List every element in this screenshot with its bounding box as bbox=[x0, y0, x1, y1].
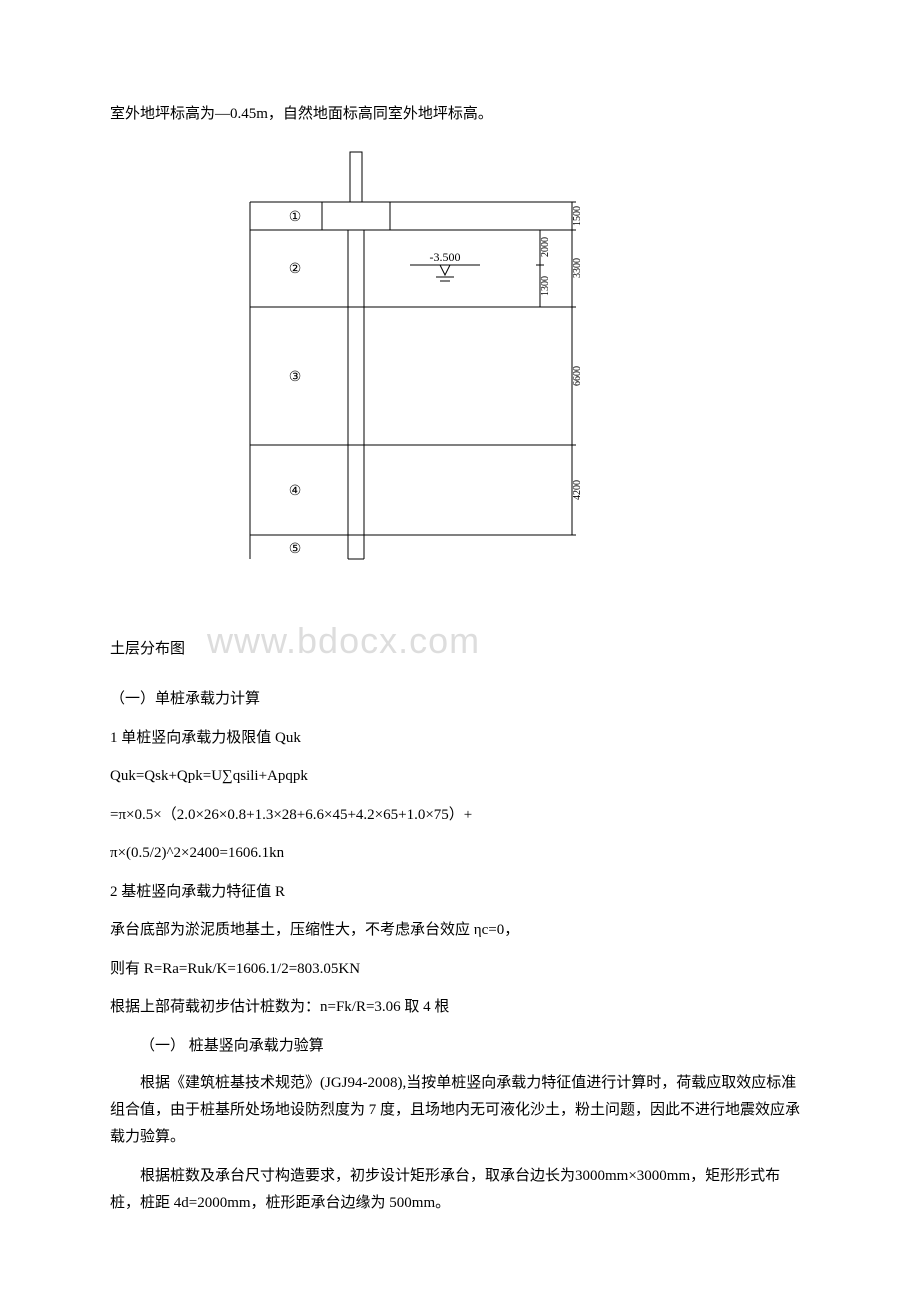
layer-label-5: ⑤ bbox=[289, 542, 302, 557]
soil-layer-diagram: ① ② ③ ④ ⑤ -3.500 1500 2000 1300 3300 660… bbox=[140, 147, 810, 578]
dim-3300: 3300 bbox=[572, 258, 583, 278]
section1-title: （一）单桩承载力计算 bbox=[110, 685, 810, 714]
diagram-caption: 土层分布图 bbox=[110, 635, 185, 664]
s2-p1: 根据《建筑桩基技术规范》(JGJ94-2008),当按单桩竖向承载力特征值进行计… bbox=[110, 1070, 810, 1151]
s1-p3: =π×0.5×（2.0×26×0.8+1.3×28+6.6×45+4.2×65+… bbox=[110, 801, 810, 830]
watermark-text: www.bdocx.com bbox=[207, 607, 480, 675]
section2-title: （一） 桩基竖向承载力验算 bbox=[110, 1032, 810, 1061]
water-triangle bbox=[440, 265, 450, 275]
layer-label-2: ② bbox=[289, 262, 302, 277]
s1-p6: 承台底部为淤泥质地基土，压缩性大，不考虑承台效应 ηc=0， bbox=[110, 916, 810, 945]
water-level-text: -3.500 bbox=[430, 250, 461, 264]
layer-label-1: ① bbox=[289, 210, 302, 225]
dim-6600: 6600 bbox=[572, 366, 583, 386]
s1-p4: π×(0.5/2)^2×2400=1606.1kn bbox=[110, 839, 810, 868]
pile-cap bbox=[322, 202, 390, 230]
layer-label-4: ④ bbox=[289, 484, 302, 499]
dim-1500: 1500 bbox=[572, 206, 583, 226]
s1-p1: 1 单桩竖向承载力极限值 Quk bbox=[110, 724, 810, 753]
s2-p2: 根据桩数及承台尺寸构造要求，初步设计矩形承台，取承台边长为3000mm×3000… bbox=[110, 1163, 810, 1217]
dim-2000: 2000 bbox=[540, 237, 551, 257]
s1-p8: 根据上部荷载初步估计桩数为：n=Fk/R=3.06 取 4 根 bbox=[110, 993, 810, 1022]
dim-1300: 1300 bbox=[540, 276, 551, 296]
dim-4200: 4200 bbox=[572, 480, 583, 500]
s1-p2: Quk=Qsk+Qpk=U∑qsili+Apqpk bbox=[110, 762, 810, 791]
diagram-svg: ① ② ③ ④ ⑤ -3.500 1500 2000 1300 3300 660… bbox=[140, 147, 600, 567]
s1-p7: 则有 R=Ra=Ruk/K=1606.1/2=803.05KN bbox=[110, 955, 810, 984]
intro-paragraph: 室外地坪标高为—0.45m，自然地面标高同室外地坪标高。 bbox=[110, 100, 810, 129]
column-top bbox=[350, 152, 362, 202]
layer-label-3: ③ bbox=[289, 370, 302, 385]
s1-p5: 2 基桩竖向承载力特征值 R bbox=[110, 878, 810, 907]
